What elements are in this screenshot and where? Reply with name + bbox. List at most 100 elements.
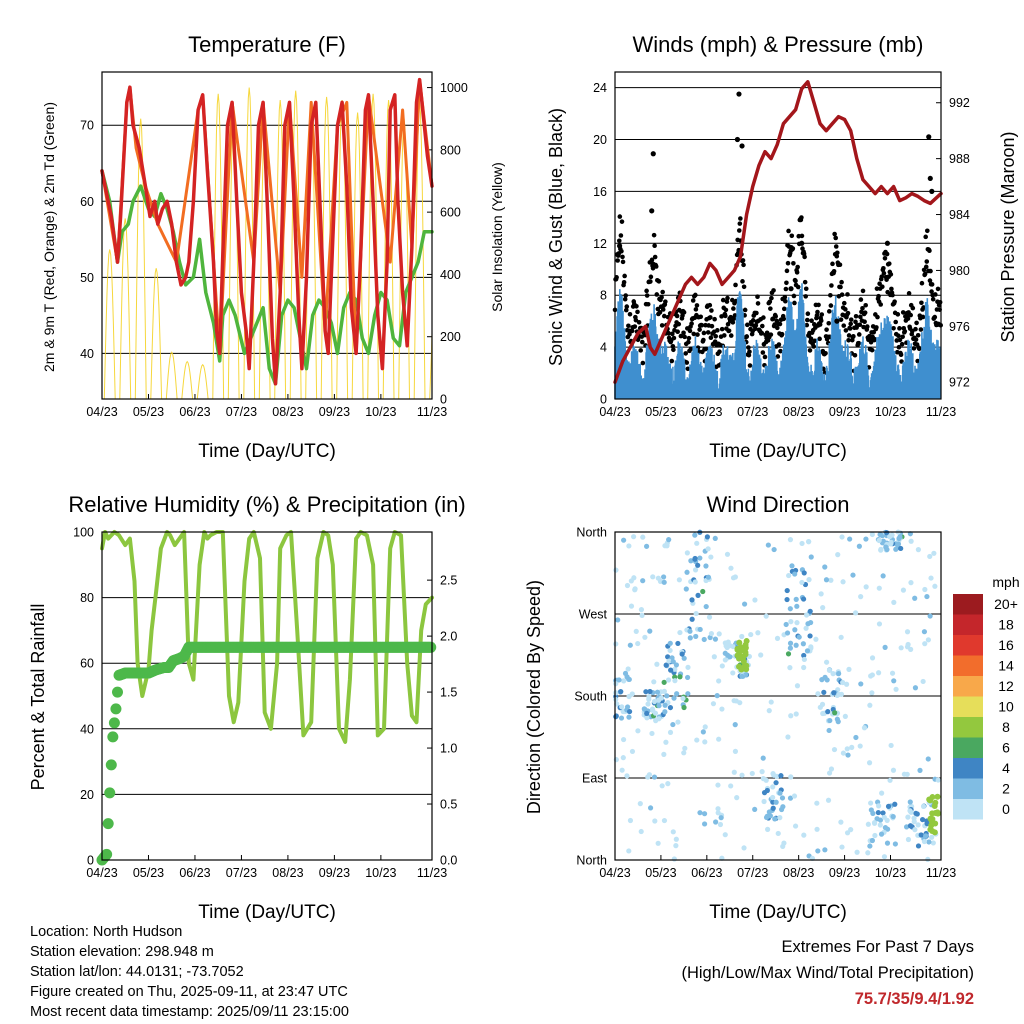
- direction-point: [796, 634, 802, 640]
- gust-point: [927, 278, 933, 283]
- gust-point: [877, 281, 882, 287]
- direction-point-fast: [932, 799, 939, 806]
- gust-point: [857, 322, 863, 328]
- gust-point: [872, 336, 878, 342]
- y-tick-label: 100: [73, 526, 94, 540]
- direction-point: [767, 813, 773, 819]
- right-tick-label: 0: [440, 393, 447, 407]
- direction-point: [689, 616, 695, 622]
- rain-point: [102, 818, 114, 830]
- direction-point: [638, 828, 644, 835]
- direction-point: [779, 795, 786, 801]
- direction-point: [872, 832, 878, 839]
- direction-point: [875, 809, 881, 816]
- gust-point: [891, 325, 896, 331]
- gust-point: [819, 312, 825, 317]
- direction-point: [683, 586, 689, 592]
- y-tick-label: 50: [80, 271, 94, 285]
- gust-point: [900, 310, 906, 315]
- gust-point: [830, 261, 835, 267]
- gust-point: [838, 317, 844, 322]
- gust-point: [686, 339, 691, 345]
- direction-point: [871, 820, 878, 826]
- gust-point: [826, 320, 832, 326]
- direction-point: [727, 654, 733, 660]
- legend-label: 12: [998, 678, 1014, 694]
- direction-point: [907, 823, 914, 829]
- direction-point: [684, 569, 690, 575]
- direction-point: [640, 578, 646, 584]
- right-tick-label: 0.5: [440, 798, 457, 812]
- chart-title: Relative Humidity (%) & Precipitation (i…: [68, 492, 465, 517]
- gust-point: [918, 327, 924, 332]
- direction-point: [891, 599, 897, 605]
- chart-title: Temperature (F): [188, 32, 346, 57]
- gust-point: [833, 244, 839, 249]
- gust-point: [681, 310, 687, 315]
- direction-point: [865, 821, 871, 827]
- direction-point: [774, 773, 780, 779]
- gust-point: [784, 280, 789, 286]
- direction-point: [787, 606, 793, 612]
- x-axis-label: Time (Day/UTC): [709, 441, 847, 462]
- gust-point: [803, 286, 809, 292]
- direction-point: [620, 736, 627, 743]
- direction-point: [662, 702, 668, 708]
- gust-point: [783, 298, 788, 304]
- gust-point: [720, 297, 726, 303]
- direction-point: [808, 554, 814, 560]
- direction-point: [895, 541, 902, 547]
- gust-point: [697, 327, 702, 332]
- direction-point: [850, 572, 856, 578]
- legend-label: 20+: [994, 596, 1018, 612]
- legend-label: 10: [998, 699, 1014, 715]
- direction-point: [822, 564, 828, 570]
- direction-point: [661, 751, 667, 757]
- direction-point: [763, 777, 769, 783]
- gust-point: [792, 300, 797, 306]
- gust-point: [694, 303, 700, 308]
- direction-point: [876, 585, 882, 591]
- gust-point: [622, 273, 627, 279]
- gust-point: [791, 261, 796, 266]
- x-tick-label: 09/23: [319, 866, 350, 880]
- gust-point: [838, 284, 843, 290]
- direction-point: [763, 613, 769, 619]
- direction-point: [930, 840, 936, 846]
- right-tick-label: 1.0: [440, 742, 457, 756]
- direction-point: [813, 636, 819, 642]
- direction-point: [677, 674, 683, 680]
- y-axis-label: Sonic Wind & Gust (Blue, Black): [546, 108, 566, 366]
- y-tick-label: 20: [80, 788, 94, 802]
- wind-direction-panel: Wind Direction Time (Day/UTC) 04/23 05/23 06…: [524, 492, 956, 923]
- direction-point: [918, 832, 924, 838]
- gust-point: [906, 291, 912, 296]
- direction-point: [853, 610, 859, 616]
- direction-point: [877, 531, 883, 538]
- insolation-line: [336, 99, 349, 400]
- direction-point: [752, 806, 758, 813]
- gust-point: [876, 293, 881, 299]
- x-tick-label: 11/23: [926, 866, 956, 880]
- gust-point: [730, 320, 736, 325]
- gust-point: [927, 248, 932, 254]
- direction-point: [806, 539, 812, 545]
- direction-point: [826, 667, 833, 673]
- gust-point: [832, 231, 837, 237]
- gust-point: [719, 326, 725, 332]
- direction-point: [705, 574, 712, 580]
- direction-point: [664, 543, 670, 549]
- gust-point: [875, 314, 880, 320]
- gust-point: [671, 347, 676, 353]
- gust-peak-point: [736, 91, 742, 97]
- gust-point: [913, 326, 918, 332]
- direction-point: [920, 678, 926, 685]
- direction-point: [647, 628, 653, 634]
- gust-point: [829, 283, 834, 288]
- direction-point: [840, 579, 846, 585]
- gust-point: [750, 318, 756, 323]
- gust-point: [755, 294, 760, 299]
- direction-point: [728, 783, 734, 789]
- direction-point: [788, 774, 794, 780]
- gust-peak-point: [649, 208, 655, 214]
